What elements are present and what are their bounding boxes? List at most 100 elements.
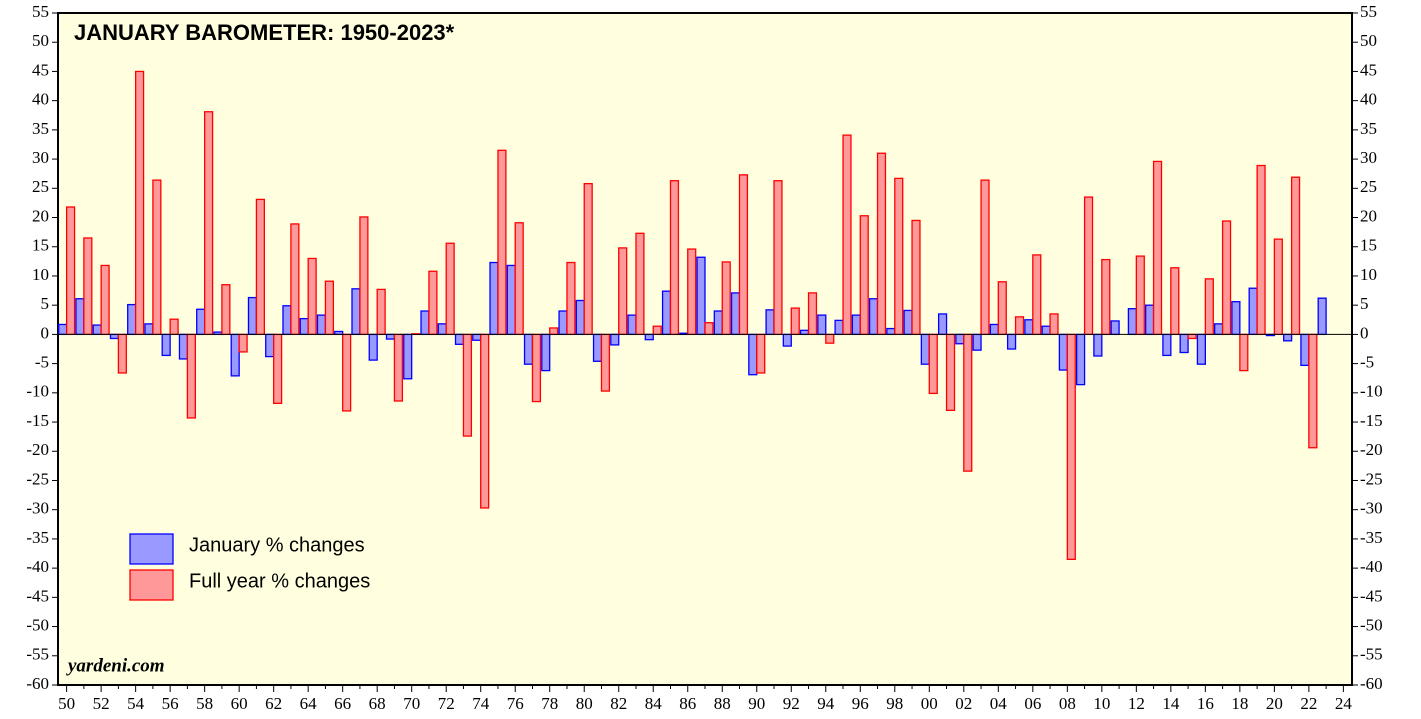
bar: [359, 216, 369, 336]
bar: [290, 223, 300, 336]
bar: [627, 314, 637, 336]
bar: [428, 270, 438, 336]
y2-tick-label: 10: [1360, 265, 1377, 284]
y2-tick-label: 5: [1360, 294, 1369, 313]
chart-title: JANUARY BAROMETER: 1950-2023*: [74, 20, 455, 45]
x-tick-label: 20: [1266, 694, 1283, 713]
x-tick-label: 68: [369, 694, 386, 713]
legend-swatch: [129, 569, 174, 601]
bar: [117, 333, 127, 374]
bar: [807, 292, 818, 336]
bar: [600, 333, 611, 392]
bar: [1032, 254, 1042, 336]
y-tick-label: -15: [26, 411, 49, 430]
marks: [58, 70, 1327, 561]
bar: [385, 333, 396, 340]
y-tick-label: -20: [26, 440, 49, 459]
x-tick-label: 86: [679, 694, 696, 713]
bar: [480, 333, 490, 509]
bar: [1041, 325, 1051, 336]
bar: [506, 264, 516, 336]
bar: [1049, 313, 1059, 336]
x-tick-label: 24: [1335, 694, 1353, 713]
bar: [83, 237, 93, 336]
legend-label: January % changes: [189, 534, 365, 556]
bar: [351, 288, 361, 336]
x-tick-label: 58: [196, 694, 213, 713]
bar: [575, 299, 585, 336]
x-tick-label: 74: [472, 694, 490, 713]
source: yardeni.com: [66, 655, 165, 676]
x-tick-label: 98: [886, 694, 903, 713]
bar: [980, 179, 990, 336]
bar: [1110, 320, 1120, 336]
x-tick-label: 64: [300, 694, 318, 713]
bar: [454, 333, 465, 345]
y2-tick-label: -30: [1360, 499, 1383, 518]
bar: [1221, 220, 1232, 336]
bar: [817, 314, 827, 336]
bar: [782, 333, 792, 347]
x-tick-label: 52: [93, 694, 110, 713]
bar: [58, 323, 68, 336]
y2-tick-label: 35: [1360, 119, 1377, 138]
y-tick-label: 10: [32, 265, 49, 284]
bar: [989, 323, 999, 336]
x-tick-label: 78: [541, 694, 558, 713]
bar: [1308, 333, 1318, 449]
bar: [669, 180, 680, 336]
bar: [583, 182, 593, 336]
bar: [324, 280, 335, 336]
bar: [549, 327, 559, 336]
bar: [765, 309, 775, 336]
y-tick-label: -60: [26, 674, 49, 693]
x-tick-label: 16: [1197, 694, 1214, 713]
bar: [661, 290, 672, 336]
bar: [1248, 287, 1258, 336]
bar: [790, 307, 800, 336]
y-tick-label: 35: [32, 119, 49, 138]
bar: [152, 179, 162, 336]
y2-tick-label: 40: [1360, 90, 1377, 109]
y2-tick-label: -25: [1360, 469, 1383, 488]
bar: [756, 333, 766, 374]
bar: [368, 333, 378, 361]
y-tick-label: 50: [32, 31, 49, 50]
y2-tick-label: 45: [1360, 60, 1377, 79]
x-tick-label: 62: [265, 694, 282, 713]
bar: [178, 333, 189, 360]
bar: [316, 314, 327, 336]
x-tick-label: 06: [1024, 694, 1041, 713]
y-tick-label: 20: [32, 206, 49, 225]
bar: [342, 333, 352, 412]
bar: [1204, 278, 1214, 336]
x-tick-label: 70: [403, 694, 420, 713]
y2-tick-label: -50: [1360, 615, 1383, 634]
bar: [618, 247, 628, 336]
bar: [273, 333, 283, 404]
bar: [282, 305, 292, 336]
bar: [1239, 333, 1249, 372]
y2-tick-label: -10: [1360, 382, 1383, 401]
x-tick-label: 08: [1059, 694, 1076, 713]
y2-tick-label: -55: [1360, 645, 1383, 664]
bar: [972, 333, 982, 351]
bar: [920, 333, 930, 365]
bar: [1273, 238, 1283, 336]
bar: [1083, 196, 1094, 336]
bar: [721, 261, 731, 336]
bar: [566, 261, 576, 336]
y-tick-label: -50: [26, 615, 49, 634]
bar: [1127, 308, 1137, 336]
y2-tick-label: 15: [1360, 236, 1377, 255]
bar: [1145, 304, 1155, 336]
bar: [100, 264, 110, 336]
bar: [169, 318, 179, 336]
bar: [1006, 333, 1017, 350]
x-tick-label: 14: [1162, 694, 1180, 713]
y-tick-label: 55: [32, 2, 49, 21]
y-tick-label: -10: [26, 382, 49, 401]
y-tick-label: -55: [26, 645, 49, 664]
x-tick-label: 00: [921, 694, 938, 713]
x-tick-label: 04: [990, 694, 1008, 713]
